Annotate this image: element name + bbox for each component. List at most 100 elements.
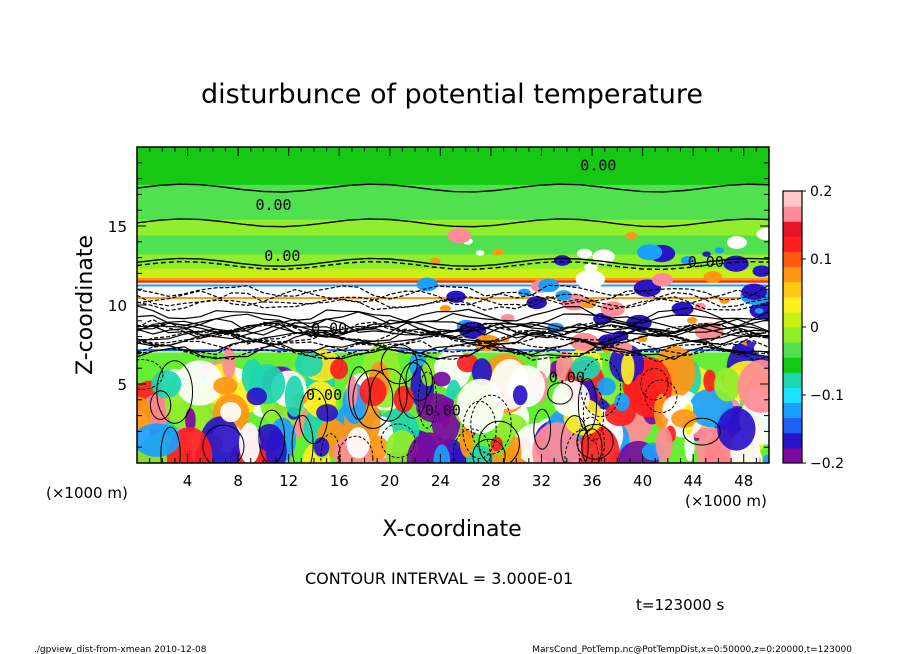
colorbar-tick-label: −0.1 [810, 388, 844, 404]
contour-line [472, 438, 506, 463]
contour-label: 0.00 [264, 247, 300, 265]
field-blob [702, 251, 711, 257]
colorbar-tick-label: 0 [810, 320, 819, 336]
contour-line [137, 321, 769, 339]
field-blob [492, 248, 504, 256]
contour-line [291, 415, 314, 463]
field-blob [508, 436, 522, 463]
contour-line [137, 257, 769, 267]
field-blob [238, 422, 261, 463]
contour-line [560, 415, 589, 463]
contour-line [682, 417, 721, 446]
field-blob [555, 290, 572, 301]
contour-line [137, 322, 769, 339]
field-blob [255, 423, 283, 452]
colorbar-swatch [783, 266, 802, 283]
contour-line [258, 409, 286, 463]
field-blob [741, 283, 767, 300]
field-blob [737, 359, 769, 413]
contour-line [137, 359, 164, 390]
footer-right: MarsCond_PotTemp.nc@PotTempDist,x=0:5000… [532, 645, 852, 654]
field-blob [137, 423, 181, 457]
field-stripe [137, 284, 769, 287]
y-tick-label: 5 [117, 376, 127, 394]
field-blob [680, 256, 695, 265]
contour-label: 0.00 [255, 196, 291, 214]
field-blob [714, 247, 725, 254]
field-blob [532, 422, 582, 463]
colorbar-swatch [783, 236, 802, 252]
x-tick-label: 4 [183, 472, 193, 490]
field-blob [604, 402, 636, 427]
field-blob [752, 265, 769, 277]
contour-interval: CONTOUR INTERVAL = 3.000E-01 [305, 569, 573, 588]
field-blob [359, 376, 387, 407]
field-blob [432, 371, 451, 387]
colorbar-swatch [783, 447, 802, 464]
field-blob [471, 358, 492, 386]
contour-line [582, 386, 605, 442]
contour-line [417, 371, 437, 429]
x-tick-label: 24 [431, 472, 450, 490]
colorbar-swatch [783, 311, 802, 328]
field-blob [726, 236, 747, 249]
contour-line [137, 327, 769, 345]
x-tick-label: 20 [380, 472, 399, 490]
field-blob [575, 270, 605, 289]
field-blob [639, 281, 661, 296]
footer-left: ./gpview_dist-from-xmean 2010-12-08 [34, 645, 207, 654]
field-blob [596, 377, 616, 396]
field-blob [703, 369, 717, 392]
contour-line [452, 428, 491, 463]
x-tick-label: 44 [684, 472, 703, 490]
colorbar-swatch [783, 402, 802, 419]
colorbar-swatch [783, 342, 802, 358]
field-blob [220, 401, 242, 423]
contour-line [644, 379, 678, 414]
y-tick-label: 10 [108, 297, 127, 315]
field-blob [625, 232, 638, 240]
contour-line [380, 344, 418, 385]
contour-line [137, 183, 769, 193]
field-blob [416, 277, 438, 292]
colorbar-swatch [783, 327, 802, 343]
contour-line [547, 382, 573, 405]
contour-line [470, 394, 512, 455]
colorbar-swatch [783, 357, 802, 373]
colorbar-swatch [783, 387, 802, 404]
contour-line [478, 420, 520, 463]
field-blob [655, 427, 673, 462]
x-tick-label: 40 [633, 472, 652, 490]
contour-label: 0.00 [688, 253, 724, 271]
field-blob [512, 385, 528, 406]
colorbar-swatch [783, 206, 802, 222]
contour-line [380, 423, 416, 459]
colorbar-swatch [783, 191, 802, 207]
x-tick-label: 48 [734, 472, 753, 490]
field-band [137, 268, 769, 279]
plot-field: 0.00 0.00 0.00 0.00 0.00 0.00 0.00 0.00 [137, 147, 769, 463]
contour-line [576, 423, 614, 460]
y-axis-label: Z-coordinate [73, 235, 98, 375]
field-blob [754, 308, 764, 314]
field-blob [393, 385, 414, 413]
contour-line [405, 358, 433, 402]
field-blob [684, 430, 695, 462]
field-stripe [137, 280, 769, 283]
field-blob [621, 352, 635, 385]
field-blob [433, 444, 451, 463]
field-blob [330, 358, 349, 380]
field-band [137, 147, 769, 185]
field-blob [430, 257, 441, 265]
field-blob [213, 376, 238, 395]
field-blob [137, 396, 152, 431]
field-blob [651, 272, 674, 287]
contour-line [581, 428, 603, 463]
contour-label: 0.00 [425, 402, 461, 420]
field-blob [284, 375, 304, 417]
contour-line [137, 311, 769, 328]
contour-line [202, 424, 245, 463]
field-blob [246, 387, 268, 406]
colorbar-swatch [783, 372, 802, 388]
